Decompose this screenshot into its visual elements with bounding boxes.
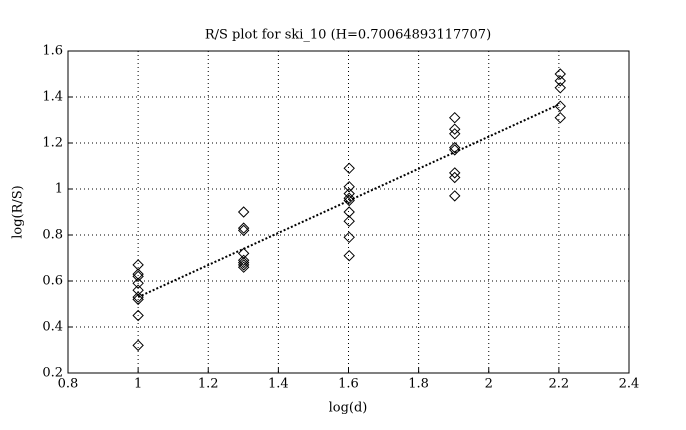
point: [237, 224, 250, 237]
point: [449, 123, 461, 135]
x-tick-label: 1.2: [198, 377, 219, 392]
x-tick-label: 1.4: [268, 377, 289, 392]
point: [554, 68, 566, 80]
y-tick-label: 0.8: [42, 228, 63, 243]
point: [343, 215, 355, 227]
point: [132, 268, 144, 280]
point: [343, 180, 355, 193]
point: [237, 256, 250, 269]
point: [343, 187, 355, 200]
point: [449, 190, 461, 202]
point: [132, 291, 144, 303]
x-tick-label: 1: [134, 377, 142, 392]
x-tick-label: 1.6: [338, 377, 359, 392]
point: [343, 231, 355, 244]
point: [132, 259, 144, 271]
point: [132, 309, 144, 322]
point: [237, 247, 250, 260]
x-tick-label: 2.4: [619, 377, 640, 392]
fit-line: [137, 102, 561, 299]
point: [449, 128, 461, 140]
point: [237, 222, 250, 234]
x-tick-label: 1.8: [408, 377, 429, 392]
y-tick-label: 1: [55, 182, 63, 197]
point: [343, 192, 355, 204]
plot-frame: [67, 50, 630, 374]
point: [343, 194, 355, 207]
point: [554, 75, 566, 87]
point: [449, 144, 461, 156]
chart-title: R/S plot for ski_10 (H=0.70064893117707): [205, 28, 491, 43]
x-tick-label: 0.8: [58, 377, 79, 392]
point: [237, 261, 250, 273]
point: [237, 259, 250, 271]
point: [132, 270, 144, 283]
y-tick-label: 1.4: [42, 90, 63, 105]
x-tick-label: 2: [485, 377, 493, 392]
y-axis-label: log(R/S): [11, 185, 26, 239]
y-tick-label: 0.6: [42, 274, 63, 289]
point: [449, 111, 461, 124]
point: [343, 249, 355, 262]
point: [132, 339, 144, 352]
y-tick-label: 1.2: [42, 136, 63, 151]
point: [343, 206, 355, 218]
point: [554, 82, 566, 94]
x-axis-label: log(d): [329, 401, 368, 416]
point: [132, 293, 144, 306]
point: [449, 171, 461, 184]
point: [554, 111, 566, 124]
point: [132, 277, 144, 290]
y-tick-label: 1.6: [42, 44, 63, 59]
y-tick-label: 0.4: [42, 320, 63, 335]
point: [237, 206, 250, 218]
x-tick-label: 2.2: [549, 377, 570, 392]
y-tick-label: 0.2: [42, 366, 63, 381]
point: [132, 284, 144, 296]
point: [449, 167, 461, 179]
point: [237, 254, 250, 267]
point: [343, 162, 355, 175]
